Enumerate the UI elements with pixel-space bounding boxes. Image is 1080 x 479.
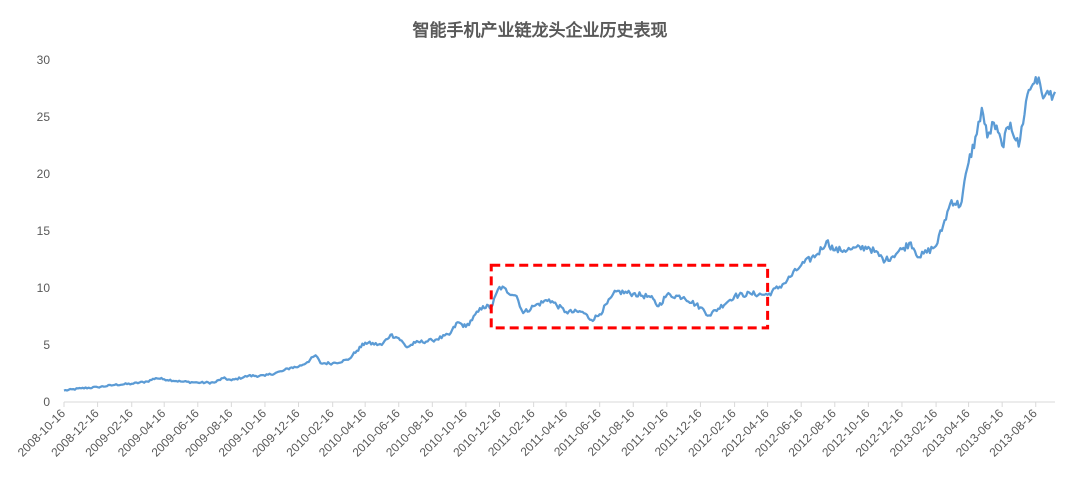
y-tick-label: 25 xyxy=(37,110,51,124)
x-tick-labels: 2008-10-162008-12-162009-02-162009-04-16… xyxy=(15,406,1040,460)
highlight-rect xyxy=(489,263,770,330)
y-tick-label: 5 xyxy=(43,338,50,352)
y-tick-label: 30 xyxy=(37,53,51,67)
annotation-layer xyxy=(489,263,770,330)
x-axis xyxy=(63,401,1055,407)
series-layer xyxy=(63,75,1057,392)
y-tick-label: 15 xyxy=(37,224,51,238)
y-tick-label: 0 xyxy=(43,395,50,409)
series-line xyxy=(63,75,1057,392)
y-tick-label: 20 xyxy=(37,167,51,181)
y-axis: 0 5 10 15 20 25 30 xyxy=(37,53,51,409)
chart-title: 智能手机产业链龙头企业历史表现 xyxy=(412,21,668,41)
y-tick-label: 10 xyxy=(37,281,51,295)
